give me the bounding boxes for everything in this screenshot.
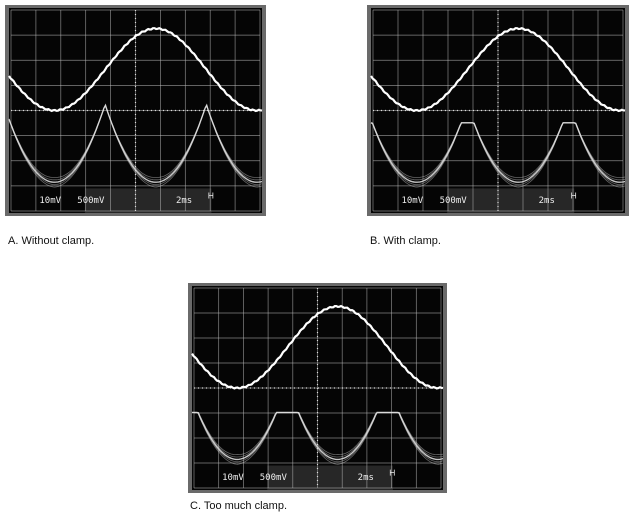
scope-readout: 2ms [358, 473, 374, 483]
scope-readout: 10mV [222, 473, 244, 483]
lower-trace [370, 122, 626, 183]
scope-readout: 10mV [401, 196, 423, 206]
lower-trace [8, 104, 263, 186]
upper-trace [8, 27, 263, 113]
coupling-symbol [389, 469, 395, 476]
upper-trace [191, 304, 444, 390]
scope-readout: 500mV [440, 196, 468, 206]
panel-caption: A. Without clamp. [8, 235, 94, 247]
screen-glow [447, 188, 575, 213]
scope-photo: 10mV 500mV 2ms [188, 283, 447, 493]
scope-readout: 10mV [39, 196, 61, 206]
scope-readout: 2ms [539, 196, 555, 206]
lower-trace [8, 103, 263, 183]
lower-trace [192, 412, 444, 465]
lower-trace [370, 122, 626, 186]
scope-readout: 500mV [77, 196, 105, 206]
screen-glow [84, 188, 212, 213]
panel-caption: C. Too much clamp. [190, 500, 287, 512]
scope-readout: 2ms [176, 196, 192, 206]
upper-trace [370, 27, 626, 113]
lower-trace [192, 411, 444, 461]
panel-caption: B. With clamp. [370, 235, 441, 247]
scope-photo: 10mV 500mV 2ms [367, 5, 629, 216]
coupling-symbol [571, 192, 577, 199]
scope-photo: 10mV 500mV 2ms [5, 5, 266, 216]
lower-trace [370, 122, 626, 188]
scope-readout: 500mV [260, 473, 288, 483]
lower-trace [8, 104, 263, 188]
lower-trace [192, 412, 444, 463]
coupling-symbol [208, 192, 214, 199]
screen-glow [267, 465, 393, 490]
